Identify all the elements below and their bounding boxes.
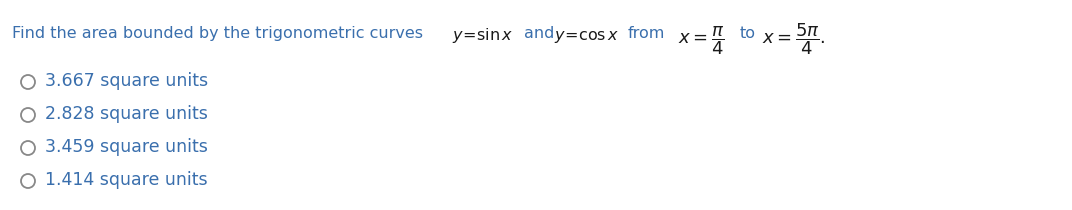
Text: 2.828 square units: 2.828 square units bbox=[45, 105, 208, 123]
Text: $x=\dfrac{\pi}{4}$: $x=\dfrac{\pi}{4}$ bbox=[678, 24, 725, 57]
Text: $x=\dfrac{5\pi}{4}.$: $x=\dfrac{5\pi}{4}.$ bbox=[762, 21, 825, 57]
Text: from: from bbox=[628, 26, 666, 41]
Text: 1.414 square units: 1.414 square units bbox=[45, 171, 208, 189]
Text: and: and bbox=[524, 26, 554, 41]
Text: 3.667 square units: 3.667 square units bbox=[45, 72, 208, 90]
Text: $y\!=\!\sin x$: $y\!=\!\sin x$ bbox=[452, 26, 513, 45]
Text: to: to bbox=[740, 26, 756, 41]
Text: $y\!=\!\cos x$: $y\!=\!\cos x$ bbox=[554, 29, 620, 45]
Text: 3.459 square units: 3.459 square units bbox=[45, 138, 208, 156]
Text: Find the area bounded by the trigonometric curves: Find the area bounded by the trigonometr… bbox=[12, 26, 423, 41]
